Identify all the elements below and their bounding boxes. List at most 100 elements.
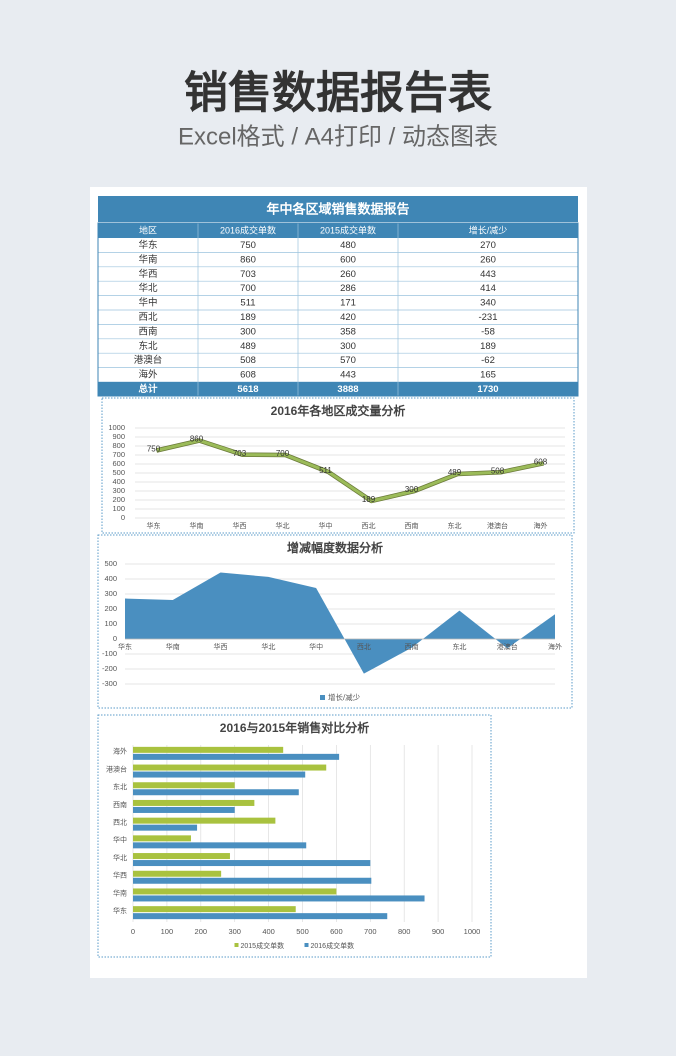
data-label: 860 bbox=[190, 435, 204, 444]
column-header: 2016成交单数 bbox=[220, 224, 276, 235]
table-cell: 480 bbox=[340, 240, 356, 251]
table-cell: 171 bbox=[340, 298, 356, 309]
y-tick-label: 200 bbox=[112, 495, 125, 504]
x-tick-label: 0 bbox=[131, 927, 135, 936]
chart-frame bbox=[97, 534, 573, 709]
column-header: 地区 bbox=[139, 224, 157, 235]
sheet bbox=[90, 187, 587, 978]
x-tick-label: 华东 bbox=[147, 521, 161, 530]
total-cell: 1730 bbox=[477, 384, 498, 395]
table-cell: 443 bbox=[340, 370, 356, 381]
x-tick-label: 东北 bbox=[452, 642, 466, 651]
x-tick-label: 华西 bbox=[233, 521, 247, 530]
x-tick-label: 西南 bbox=[405, 521, 419, 530]
x-tick-label: 华东 bbox=[118, 642, 132, 651]
x-tick-label: 华北 bbox=[261, 642, 275, 651]
column-header: 2015成交单数 bbox=[320, 224, 376, 235]
chart-frame bbox=[101, 397, 575, 534]
x-tick-label: 400 bbox=[262, 927, 275, 936]
x-tick-label: 西北 bbox=[362, 522, 376, 530]
data-label: 750 bbox=[147, 445, 161, 454]
total-cell: 5618 bbox=[237, 384, 258, 395]
table-cell: 286 bbox=[340, 283, 356, 294]
table-cell: -231 bbox=[478, 312, 497, 323]
y-tick-label: 东北 bbox=[113, 782, 127, 791]
table-cell: 750 bbox=[240, 240, 256, 251]
chart-title: 2016与2015年销售对比分析 bbox=[220, 720, 369, 735]
table-cell: 华西 bbox=[138, 268, 157, 280]
table-title: 年中各区域销售数据报告 bbox=[266, 201, 409, 216]
y-tick-label: 0 bbox=[121, 513, 125, 522]
x-tick-label: 华南 bbox=[190, 521, 204, 530]
x-tick-label: 华北 bbox=[276, 521, 290, 530]
y-tick-label: 港澳台 bbox=[106, 764, 127, 773]
x-tick-label: 海外 bbox=[548, 642, 562, 651]
table-cell: 189 bbox=[240, 312, 256, 323]
bar bbox=[133, 799, 255, 806]
y-tick-label: 200 bbox=[104, 604, 117, 613]
table-cell: 443 bbox=[480, 269, 496, 280]
x-tick-label: 800 bbox=[398, 927, 411, 936]
bar bbox=[133, 789, 299, 796]
table-cell: 414 bbox=[480, 283, 496, 294]
table-cell: 260 bbox=[480, 254, 496, 265]
table-title-bar bbox=[98, 196, 578, 222]
y-tick-label: -100 bbox=[102, 649, 117, 658]
table-cell: 570 bbox=[340, 355, 356, 366]
data-label: 300 bbox=[405, 485, 419, 494]
table-border bbox=[97, 222, 579, 397]
x-tick-label: 西南 bbox=[405, 642, 419, 651]
bar bbox=[133, 835, 191, 842]
table-cell: 西北 bbox=[138, 312, 158, 323]
page-subtitle: Excel格式 / A4打印 / 动态图表 bbox=[178, 123, 498, 150]
legend-swatch bbox=[304, 943, 309, 947]
area bbox=[125, 572, 555, 674]
total-cell: 总计 bbox=[138, 383, 158, 395]
y-tick-label: 800 bbox=[112, 441, 125, 450]
table-cell: 608 bbox=[240, 370, 256, 381]
y-tick-label: 华南 bbox=[113, 888, 127, 897]
table-cell: 华东 bbox=[138, 239, 157, 251]
data-label: 489 bbox=[448, 468, 462, 477]
bar bbox=[133, 913, 388, 920]
line bbox=[156, 439, 544, 503]
x-tick-label: 900 bbox=[432, 927, 445, 936]
table-cell: 300 bbox=[340, 341, 356, 352]
x-tick-label: 600 bbox=[330, 927, 343, 936]
y-tick-label: 海外 bbox=[113, 747, 127, 756]
legend-swatch bbox=[320, 695, 325, 700]
table-cell: 270 bbox=[480, 240, 496, 251]
x-tick-label: 华南 bbox=[166, 642, 180, 651]
bar bbox=[133, 817, 276, 824]
table-cell: 港澳台 bbox=[134, 354, 163, 366]
y-tick-label: 500 bbox=[104, 559, 117, 568]
y-tick-label: 1000 bbox=[108, 423, 125, 432]
y-tick-label: 华中 bbox=[113, 835, 127, 844]
table-cell: 489 bbox=[240, 341, 256, 352]
table-cell: 340 bbox=[480, 298, 496, 309]
table-cell: 260 bbox=[340, 269, 356, 280]
x-tick-label: 港澳台 bbox=[497, 642, 518, 651]
y-tick-label: 西南 bbox=[113, 800, 127, 809]
x-tick-label: 200 bbox=[195, 927, 208, 936]
bar bbox=[133, 906, 296, 913]
bar bbox=[133, 842, 307, 849]
x-tick-label: 300 bbox=[228, 927, 241, 936]
data-label: 189 bbox=[362, 495, 376, 504]
table-cell: 华北 bbox=[138, 282, 158, 294]
x-tick-label: 西北 bbox=[357, 643, 371, 651]
data-label: 703 bbox=[233, 449, 247, 458]
bar bbox=[133, 870, 222, 877]
table-cell: 东北 bbox=[138, 340, 158, 352]
table-cell: 华中 bbox=[138, 297, 157, 309]
y-tick-label: 华北 bbox=[113, 853, 127, 862]
bar bbox=[133, 782, 235, 789]
page-title: 销售数据报告表 bbox=[184, 69, 492, 118]
x-tick-label: 海外 bbox=[534, 521, 548, 530]
table-cell: -62 bbox=[481, 355, 495, 366]
y-tick-label: 华西 bbox=[113, 871, 127, 880]
table-cell: 189 bbox=[480, 341, 496, 352]
table-cell: 358 bbox=[340, 326, 356, 337]
